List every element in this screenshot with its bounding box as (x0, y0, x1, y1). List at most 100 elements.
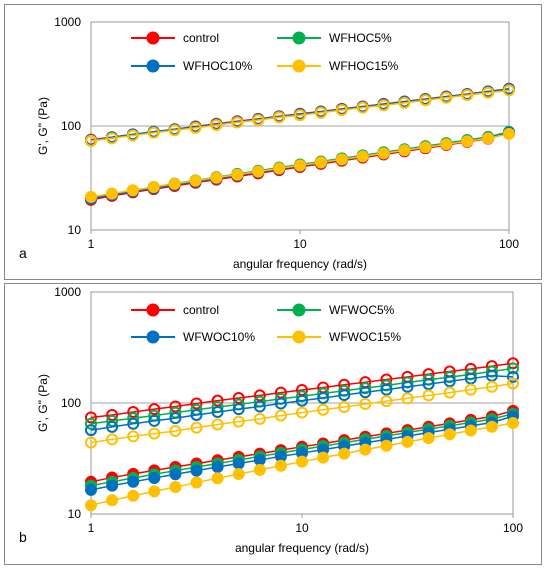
storage-modulus-point (85, 436, 97, 449)
loss-modulus-point (335, 153, 348, 166)
loss-modulus-point (294, 159, 306, 172)
loss-modulus-point (464, 424, 477, 437)
legend-item: control (131, 31, 219, 45)
storage-modulus-point (232, 403, 245, 416)
legend: control WFHOC5% WFHOC10% WFHOC15% (131, 31, 399, 73)
legend-marker (292, 330, 306, 344)
storage-modulus-point (422, 389, 435, 402)
series-WFWOC15% (85, 377, 519, 512)
loss-modulus-point (148, 472, 161, 485)
storage-modulus-point (507, 362, 519, 375)
x-axis-label: angular frequency (rad/s) (233, 257, 367, 271)
storage-modulus-point (507, 370, 519, 383)
storage-modulus-point (461, 89, 474, 102)
storage-modulus-point (317, 403, 330, 416)
storage-modulus-point (148, 414, 161, 427)
storage-modulus-point (126, 129, 139, 142)
y-tick-label: 100 (61, 396, 81, 410)
y-axis-label: G', G" (Pa) (36, 97, 50, 155)
loss-modulus-point (126, 184, 139, 197)
chart-b-svg: 10 100 1000 1 10 100 angular frequency (rad/s)… (19, 285, 523, 555)
legend-marker (146, 31, 160, 45)
x-axis-label: angular frequency (rad/s) (235, 541, 369, 555)
storage-modulus-point (507, 357, 519, 370)
storage-modulus-point (169, 412, 182, 425)
storage-modulus-point (338, 401, 351, 414)
loss-modulus-point (252, 165, 265, 178)
legend-item: WFHOC10% (131, 59, 253, 73)
storage-modulus-point (190, 421, 203, 434)
storage-modulus-point (419, 94, 432, 107)
loss-modulus-point (422, 432, 435, 445)
storage-modulus-point (85, 134, 97, 147)
storage-modulus-point (253, 400, 266, 413)
loss-modulus-point (169, 468, 182, 481)
x-tick-label: 100 (503, 521, 523, 535)
y-tick-label: 1000 (54, 285, 81, 299)
loss-modulus-point (482, 132, 495, 145)
storage-modulus-point (377, 99, 390, 112)
panel-label: a (19, 245, 27, 261)
storage-modulus-point (85, 411, 97, 424)
storage-modulus-point (503, 84, 515, 97)
storage-modulus-point (106, 414, 119, 427)
legend-marker (146, 330, 160, 344)
storage-modulus-point (359, 382, 372, 395)
storage-modulus-point (380, 395, 393, 408)
legend-label: control (183, 303, 219, 317)
loss-modulus-point (211, 461, 224, 474)
storage-modulus-point (335, 104, 348, 117)
loss-modulus-point (148, 485, 161, 498)
loss-modulus-point (461, 135, 474, 148)
loss-modulus-point (190, 464, 203, 477)
storage-modulus-point (231, 116, 244, 129)
storage-modulus-point (273, 111, 286, 124)
loss-modulus-point (380, 439, 393, 452)
storage-modulus-point (314, 106, 327, 119)
loss-modulus-point (85, 499, 97, 512)
legend-label: control (183, 31, 219, 45)
storage-modulus-point (464, 372, 477, 385)
y-tick-label: 10 (68, 223, 82, 237)
storage-modulus-line (90, 374, 514, 431)
storage-modulus-point (274, 397, 287, 410)
storage-modulus-point (168, 124, 181, 137)
x-tick-label: 100 (499, 237, 519, 251)
storage-modulus-point (190, 397, 203, 410)
storage-modulus-point (127, 405, 140, 418)
loss-modulus-point (317, 451, 330, 464)
storage-modulus-point (210, 119, 223, 132)
storage-modulus-point (401, 392, 414, 405)
storage-modulus-point (211, 418, 224, 431)
loss-modulus-point (106, 479, 119, 492)
loss-modulus-point (398, 144, 411, 157)
storage-modulus-point (105, 132, 118, 145)
loss-modulus-point (168, 177, 181, 190)
storage-modulus-line (90, 88, 510, 141)
storage-modulus-point (148, 403, 161, 416)
legend-item: WFHOC5% (277, 31, 392, 45)
storage-modulus-point (106, 408, 119, 421)
storage-modulus-point (294, 109, 306, 122)
panel-label: b (19, 529, 27, 545)
storage-modulus-point (127, 430, 140, 443)
loss-modulus-point (356, 150, 369, 163)
legend-marker (292, 31, 306, 45)
loss-modulus-point (485, 420, 498, 433)
legend-label: WFWOC5% (329, 303, 395, 317)
loss-modulus-point (507, 417, 519, 430)
legend-item: WFWOC10% (131, 330, 255, 344)
storage-modulus-point (356, 101, 369, 114)
legend: control WFWOC5% WFWOC10% WFWOC15% (131, 303, 401, 344)
loss-modulus-point (253, 453, 266, 466)
loss-modulus-point (190, 476, 203, 489)
storage-modulus-line (90, 362, 514, 419)
storage-modulus-point (338, 389, 351, 402)
loss-modulus-point (85, 483, 97, 496)
storage-modulus-point (127, 417, 140, 430)
storage-modulus-point (317, 391, 330, 404)
loss-modulus-point (211, 472, 224, 485)
storage-modulus-line (90, 382, 514, 444)
storage-modulus-point (169, 400, 182, 413)
loss-modulus-point (338, 447, 351, 460)
